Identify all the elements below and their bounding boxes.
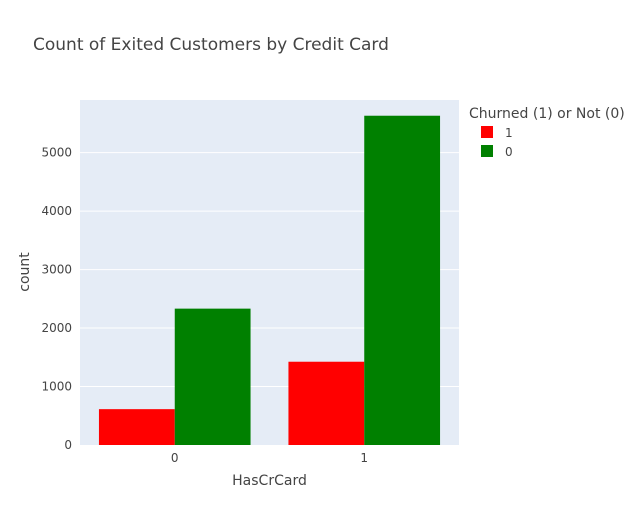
x-axis-title: HasCrCard: [232, 473, 307, 489]
x-tick-label-0: 0: [171, 451, 179, 465]
legend-label-0: 0: [505, 145, 513, 159]
legend-swatch-1: [481, 126, 493, 138]
y-tick-label-3000: 3000: [41, 263, 72, 277]
y-tick-label-0: 0: [64, 438, 72, 452]
legend-title: Churned (1) or Not (0): [469, 106, 625, 122]
y-tick-label-2000: 2000: [41, 321, 72, 335]
legend-item-0[interactable]: 0: [481, 145, 513, 159]
y-axis-ticks: 0 1000 2000 3000 4000 5000: [41, 146, 72, 452]
bars: [98, 115, 441, 445]
legend-label-1: 1: [505, 126, 513, 140]
y-axis-title: count: [17, 252, 33, 292]
y-tick-label-5000: 5000: [41, 146, 72, 160]
y-tick-label-4000: 4000: [41, 204, 72, 218]
legend-item-1[interactable]: 1: [481, 126, 513, 140]
bar-0-hascrcard-0: [174, 308, 251, 445]
bar-1-hascrcard-0: [98, 409, 175, 445]
y-tick-label-1000: 1000: [41, 380, 72, 394]
bar-1-hascrcard-1: [288, 361, 365, 445]
chart-title: Count of Exited Customers by Credit Card: [33, 35, 389, 55]
legend: Churned (1) or Not (0) 1 0: [469, 106, 625, 159]
legend-swatch-0: [481, 145, 493, 157]
x-tick-label-1: 1: [360, 451, 368, 465]
bar-0-hascrcard-1: [364, 115, 441, 445]
